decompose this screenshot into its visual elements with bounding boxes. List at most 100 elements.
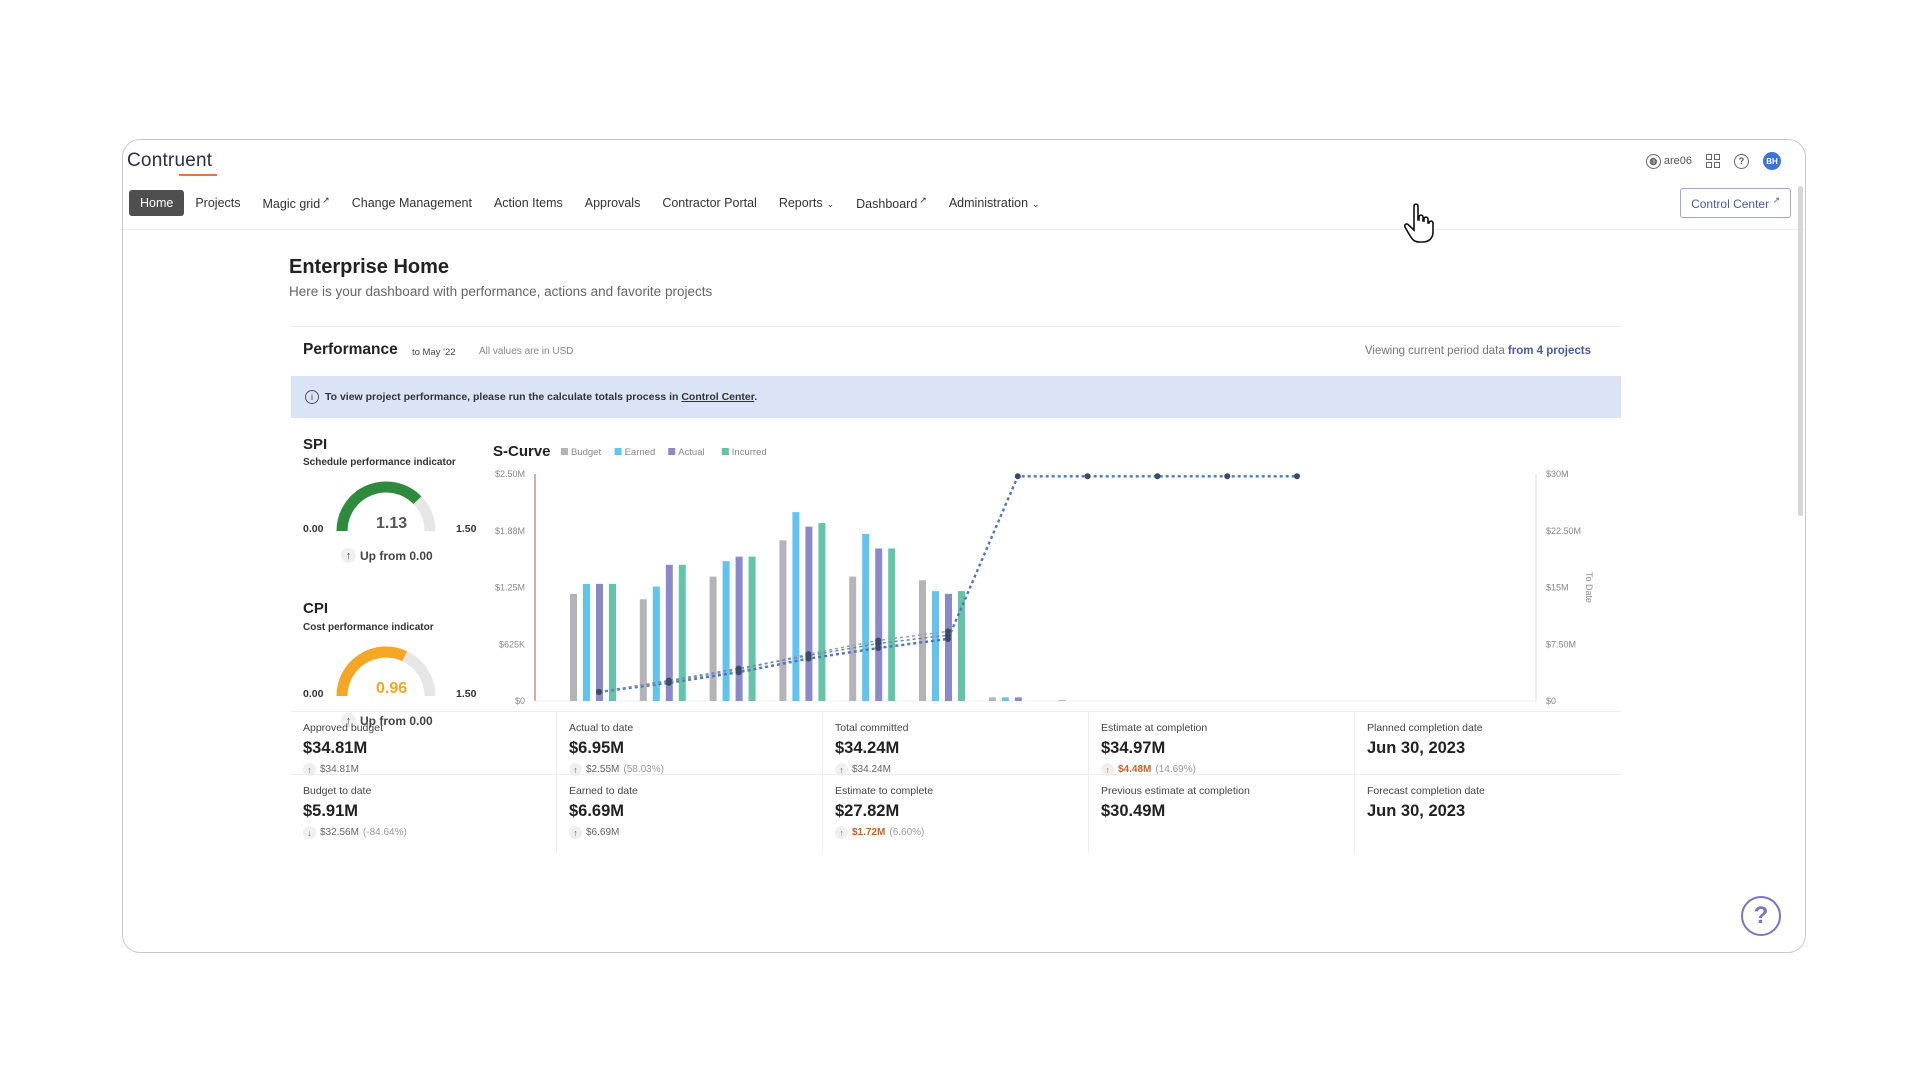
- metric-estimate-at-completion: Estimate at completion $34.97M ↑ $4.48M (14.…: [1089, 712, 1355, 790]
- language-selector[interactable]: ◍ are06: [1645, 153, 1692, 169]
- spi-title: SPI: [303, 436, 328, 453]
- legend-swatch-earned: [614, 448, 622, 455]
- metric-delta-amount: $34.24M: [852, 764, 891, 775]
- nav-administration[interactable]: Administration ⌄: [938, 190, 1051, 216]
- bar-earned[interactable]: [583, 583, 590, 701]
- bar-actual[interactable]: [665, 564, 673, 701]
- metric-value: Jun 30, 2023: [1367, 739, 1466, 757]
- nav-dashboard[interactable]: Dashboard ↗: [845, 189, 938, 217]
- cpi-value: 0.96: [376, 680, 408, 697]
- line-point[interactable]: [875, 640, 882, 647]
- nav-action-items[interactable]: Action Items: [483, 190, 574, 216]
- spi-subtitle: Schedule performance indicator: [303, 457, 456, 468]
- bar-actual[interactable]: [805, 526, 813, 701]
- arrow-up-icon: ↑: [569, 826, 582, 839]
- external-link-icon: ↗: [322, 195, 330, 205]
- bar-incurred[interactable]: [888, 548, 896, 701]
- bar-earned[interactable]: [652, 586, 660, 701]
- bar-earned[interactable]: [862, 533, 870, 701]
- nav-contractor-portal[interactable]: Contractor Portal: [651, 190, 767, 216]
- line-point[interactable]: [945, 632, 951, 639]
- bar-actual[interactable]: [875, 548, 883, 701]
- metric-delta-amount: $6.69M: [586, 827, 620, 838]
- metric-approved-budget: Approved budget $34.81M ↑ $34.81M: [291, 712, 557, 790]
- bar-incurred[interactable]: [609, 583, 616, 701]
- line-point[interactable]: [1154, 473, 1161, 480]
- line-point[interactable]: [1014, 473, 1021, 480]
- bar-actual[interactable]: [1014, 697, 1022, 701]
- bar-actual[interactable]: [945, 593, 952, 701]
- bar-budget[interactable]: [919, 580, 926, 701]
- line-point[interactable]: [1224, 473, 1231, 480]
- cpi-subtitle: Cost performance indicator: [303, 622, 434, 633]
- control-center-label: Control Center: [1691, 197, 1770, 211]
- bar-budget[interactable]: [709, 576, 717, 701]
- help-circle-icon[interactable]: ?: [1734, 153, 1749, 169]
- metric-delta-percent: (-84.64%): [362, 827, 407, 838]
- nav-projects[interactable]: Projects: [184, 190, 251, 216]
- line-point[interactable]: [1294, 473, 1300, 480]
- arrow-up-icon: ↑: [835, 763, 848, 776]
- metric-label: Estimate at completion: [1101, 722, 1208, 734]
- projects-scope-link[interactable]: from 4 projects: [1507, 345, 1591, 357]
- gauge-fill: [336, 646, 408, 697]
- language-code: are06: [1663, 155, 1692, 167]
- metric-delta: ↑ $34.81M: [303, 763, 544, 776]
- bar-incurred[interactable]: [748, 556, 756, 701]
- bar-budget[interactable]: [639, 599, 647, 701]
- bar-earned[interactable]: [722, 561, 730, 701]
- legend-label-incurred[interactable]: Incurred: [732, 447, 767, 458]
- logo[interactable]: Contruent: [127, 150, 217, 176]
- arrow-down-icon: ↓: [303, 826, 316, 839]
- metric-delta-amount: $4.48M: [1118, 764, 1152, 775]
- metric-label: Actual to date: [569, 722, 634, 734]
- nav-approvals-label: Approvals: [584, 196, 641, 211]
- currency-note: All values are in USD: [479, 346, 574, 357]
- nav-reports[interactable]: Reports ⌄: [768, 190, 845, 216]
- metric-value: $6.69M: [569, 802, 625, 820]
- control-center-button[interactable]: Control Center ↗: [1680, 188, 1791, 218]
- bar-incurred[interactable]: [818, 523, 826, 701]
- nav-change-management[interactable]: Change Management: [341, 190, 483, 216]
- help-button[interactable]: ?: [1741, 896, 1781, 936]
- legend-label-earned[interactable]: Earned: [625, 447, 656, 458]
- bar-earned[interactable]: [932, 591, 939, 701]
- metric-value: $27.82M: [835, 802, 900, 820]
- bar-actual[interactable]: [735, 556, 743, 701]
- cpi-gauge: [336, 646, 436, 697]
- line-point[interactable]: [805, 652, 812, 659]
- cpi-trend: ↑ Up from 0.00: [341, 713, 433, 728]
- spi-gauge: [336, 481, 436, 532]
- line-point[interactable]: [875, 645, 882, 652]
- line-point[interactable]: [735, 665, 742, 672]
- bar-incurred[interactable]: [958, 591, 965, 701]
- line-point[interactable]: [1084, 473, 1091, 480]
- legend-label-actual[interactable]: Actual: [678, 447, 704, 458]
- chevron-down-icon: ⌄: [826, 199, 835, 210]
- apps-grid-icon[interactable]: [1706, 154, 1720, 168]
- bar-budget[interactable]: [988, 697, 996, 701]
- scrollbar[interactable]: [1798, 186, 1803, 516]
- bar-actual[interactable]: [596, 583, 603, 701]
- metric-delta: ↓ $32.56M (-84.64%): [303, 826, 544, 839]
- bar-incurred[interactable]: [678, 564, 686, 701]
- metrics-row-1: Approved budget $34.81M ↑ $34.81M Actual to …: [291, 711, 1621, 791]
- bar-budget[interactable]: [849, 576, 857, 701]
- avatar[interactable]: BH: [1763, 152, 1781, 170]
- performance-title: Performance: [303, 341, 398, 358]
- bar-earned[interactable]: [1001, 697, 1009, 701]
- line-point[interactable]: [596, 688, 602, 695]
- nav-approvals[interactable]: Approvals: [574, 190, 652, 216]
- bar-earned[interactable]: [792, 512, 800, 701]
- bar-budget[interactable]: [779, 540, 787, 701]
- nav-home[interactable]: Home: [129, 190, 185, 217]
- nav-change-management-label: Change Management: [351, 196, 472, 211]
- bar-budget[interactable]: [570, 593, 577, 701]
- metric-label: Estimate to complete: [835, 785, 934, 797]
- metric-value: Jun 30, 2023: [1367, 802, 1466, 820]
- nav-magic-grid[interactable]: Magic grid ↗: [252, 189, 341, 217]
- control-center-link[interactable]: Control Center: [681, 391, 755, 403]
- legend-label-budget[interactable]: Budget: [571, 447, 601, 458]
- bar-budget[interactable]: [1058, 700, 1066, 701]
- line-point[interactable]: [665, 677, 672, 684]
